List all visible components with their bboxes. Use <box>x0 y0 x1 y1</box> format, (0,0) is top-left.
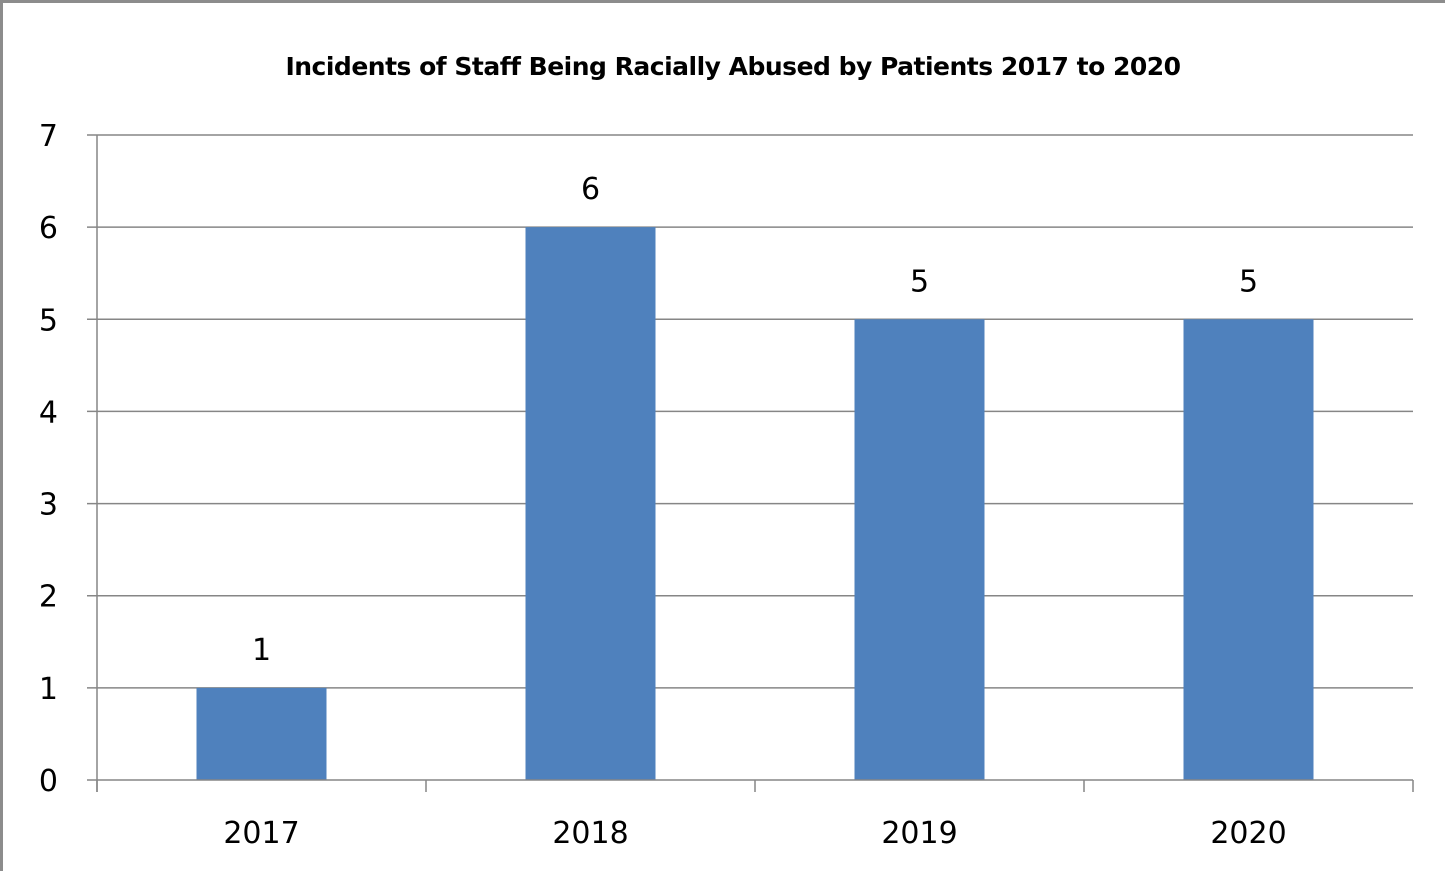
y-tick-label: 6 <box>39 211 58 246</box>
bar-2020 <box>1183 319 1314 780</box>
bars <box>196 227 1314 781</box>
y-tick-label: 4 <box>39 395 58 430</box>
y-tick-label: 2 <box>39 580 58 615</box>
y-tick-label: 7 <box>39 119 58 154</box>
x-tick-label-2020: 2020 <box>1210 816 1286 851</box>
y-tick-label: 1 <box>39 672 58 707</box>
data-label-2018: 6 <box>581 172 600 207</box>
bar-2018 <box>525 227 656 781</box>
x-tick-label-2019: 2019 <box>881 816 957 851</box>
x-tick-label-2017: 2017 <box>223 816 299 851</box>
chart-title: Incidents of Staff Being Racially Abused… <box>285 52 1180 81</box>
y-tick-label: 3 <box>39 488 58 523</box>
axes <box>87 135 1414 792</box>
x-tick-label-2018: 2018 <box>552 816 628 851</box>
data-label-2017: 1 <box>252 633 271 668</box>
y-tick-label: 0 <box>39 764 58 799</box>
data-label-2019: 5 <box>910 264 929 299</box>
labels: 0 1 2 3 4 5 6 7 1 2017 6 2018 5 2019 5 2020 <box>39 119 1287 851</box>
y-tick-label: 5 <box>39 303 58 338</box>
gridlines <box>87 134 1413 689</box>
bar-2017 <box>196 687 327 780</box>
bar-chart: Incidents of Staff Being Racially Abused… <box>39 52 1414 851</box>
data-label-2020: 5 <box>1239 264 1258 299</box>
bar-2019 <box>854 319 985 780</box>
